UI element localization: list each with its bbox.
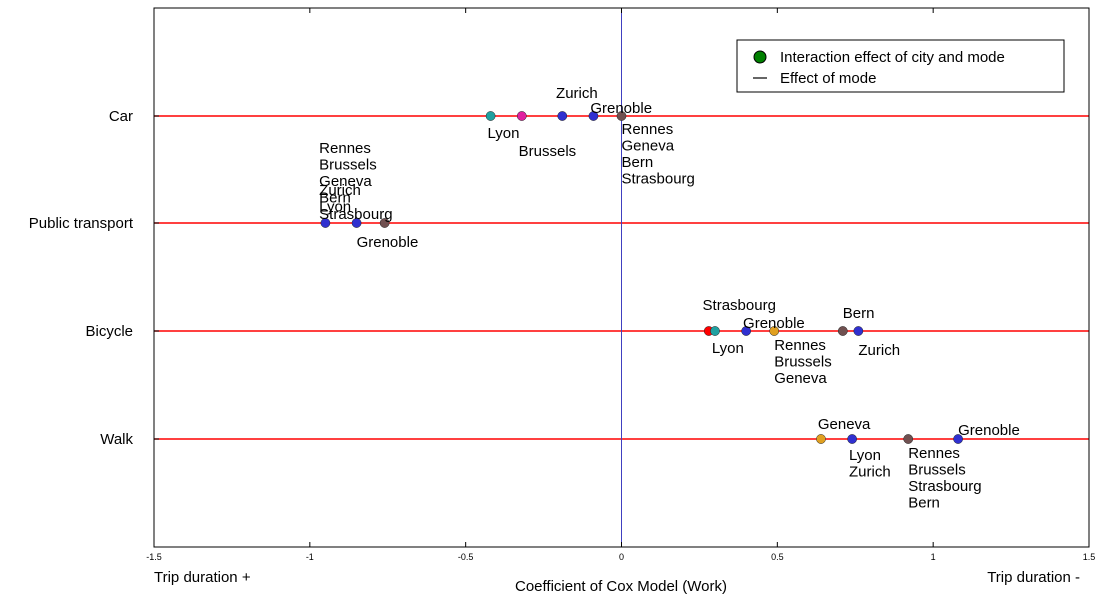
point-walk-15 (847, 434, 857, 444)
city-label-brussels: Brussels (774, 354, 832, 371)
city-label-brussels: Brussels (908, 462, 966, 479)
legend-box (736, 39, 1065, 93)
trip-duration-minus-note: Trip duration - (987, 569, 1080, 586)
xtick-label-3: 0 (619, 552, 624, 562)
ytick-label-car: Car (109, 108, 133, 125)
point-car-4 (616, 111, 627, 121)
point-bicycle-11 (769, 326, 780, 336)
city-label-geneva: Geneva (818, 416, 871, 433)
city-label-strasbourg: Strasbourg (622, 171, 695, 188)
city-label-grenoble: Grenoble (743, 315, 805, 332)
city-label-geneva: Geneva (774, 370, 827, 387)
legend-label-0: Interaction effect of city and mode (780, 49, 1005, 66)
point-public-transport-7 (379, 218, 390, 228)
city-label-lyon: Lyon (712, 340, 744, 357)
point-walk-17 (953, 434, 963, 444)
ytick-label-public-transport: Public transport (29, 215, 134, 232)
city-label-bern: Bern (843, 305, 875, 322)
city-label-lyon: Lyon (319, 199, 351, 216)
point-walk-14 (816, 434, 826, 444)
city-label-grenoble: Grenoble (958, 422, 1020, 439)
ytick-label-walk: Walk (100, 431, 133, 448)
city-label-strasbourg: Strasbourg (319, 206, 392, 223)
point-walk-16 (903, 434, 914, 444)
city-label-rennes: Rennes (622, 121, 674, 138)
point-car-1 (516, 111, 527, 121)
city-label-lyon: Lyon (849, 447, 881, 464)
city-label-bern: Bern (622, 154, 654, 171)
xtick-label-4: 0.5 (771, 552, 784, 562)
city-label-geneva: Geneva (622, 138, 675, 155)
xtick-label-2: -0.5 (458, 552, 474, 562)
trip-duration-plus-note: Trip duration + (154, 569, 251, 586)
point-car-2 (557, 111, 568, 121)
xtick-label-1: -1 (306, 552, 314, 562)
legend-label-1: Effect of mode (780, 70, 876, 87)
city-label-rennes: Rennes (774, 337, 826, 354)
interaction-points (320, 111, 963, 444)
city-label-strasbourg: Strasbourg (703, 297, 776, 314)
mode-tick-labels: Car Public transport Bicycle Walk (29, 108, 159, 448)
city-label-zurich: Zurich (849, 464, 891, 481)
point-public-transport-6 (351, 218, 362, 228)
city-label-geneva: Geneva (319, 173, 372, 190)
city-label-rennes: Rennes (319, 140, 371, 157)
xtick-label-6: 1.5 (1083, 552, 1096, 562)
plot-frame (153, 7, 1090, 548)
xtick-label-0: -1.5 (146, 552, 162, 562)
xtick-label-5: 1 (931, 552, 936, 562)
city-label-grenoble: Grenoble (590, 100, 652, 117)
point-bicycle-12 (837, 326, 848, 336)
city-annotations: ZurichGrenobleLyonBrusselsRennesGenevaBe… (319, 85, 1020, 512)
city-label-bern: Bern (319, 190, 351, 207)
city-label-lyon: Lyon (487, 125, 519, 142)
city-label-strasbourg: Strasbourg (908, 478, 981, 495)
point-public-transport-5 (320, 218, 331, 228)
ytick-label-bicycle: Bicycle (85, 323, 133, 340)
city-label-bern: Bern (908, 495, 940, 512)
city-label-zurich: Zurich (319, 182, 361, 199)
point-bicycle-9 (710, 326, 720, 336)
legend: Interaction effect of city and mode Effec… (736, 39, 1065, 93)
legend-marker-circle (753, 50, 767, 64)
city-label-zurich: Zurich (858, 342, 900, 359)
point-bicycle-13 (853, 326, 864, 336)
point-car-3 (588, 111, 599, 121)
x-axis-label: Coefficient of Cox Model (Work) (515, 578, 727, 595)
point-car-0 (485, 111, 496, 121)
city-label-rennes: Rennes (908, 445, 960, 462)
city-label-grenoble: Grenoble (357, 234, 419, 251)
point-bicycle-10 (741, 326, 752, 336)
city-label-brussels: Brussels (519, 143, 577, 160)
city-label-zurich: Zurich (556, 85, 598, 102)
city-label-brussels: Brussels (319, 157, 377, 174)
